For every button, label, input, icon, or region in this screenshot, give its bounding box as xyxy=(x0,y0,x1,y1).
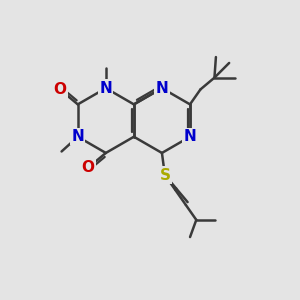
Text: S: S xyxy=(159,167,170,182)
Text: N: N xyxy=(156,81,168,96)
Text: O: O xyxy=(54,82,67,97)
Text: N: N xyxy=(184,129,196,144)
Text: N: N xyxy=(71,129,84,144)
Text: N: N xyxy=(100,81,112,96)
Text: O: O xyxy=(82,160,95,175)
